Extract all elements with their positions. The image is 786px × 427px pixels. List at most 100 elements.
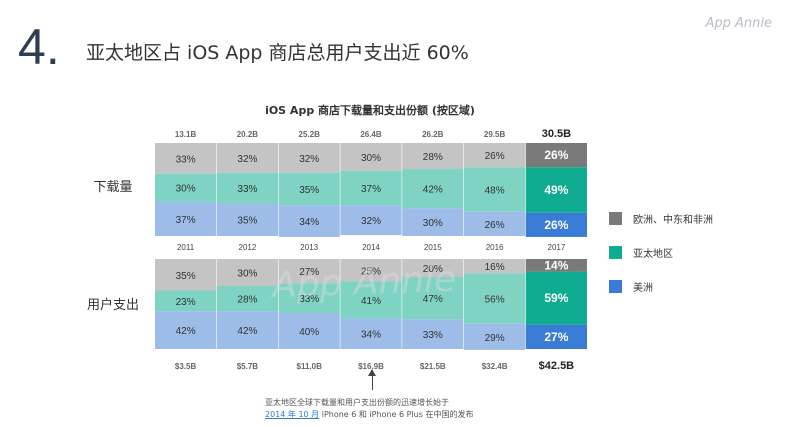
- data-label-spend-2011-americas: 42%: [176, 326, 196, 337]
- data-label-spend-2011-emea: 35%: [176, 271, 196, 282]
- data-label-spend-2016-americas: 29%: [485, 333, 505, 344]
- data-label-spend-2012-emea: 30%: [237, 269, 257, 280]
- row-label-spend: 用户支出: [86, 298, 139, 313]
- legend-item-americas: 美洲: [609, 278, 713, 294]
- data-label-downloads-2013-emea: 32%: [299, 154, 319, 165]
- year-label-2011: 2011: [177, 243, 195, 252]
- data-label-downloads-2012-emea: 32%: [237, 154, 257, 165]
- bar-downloads-2016-americas: [464, 211, 526, 236]
- data-label-spend-2017-americas: 27%: [544, 330, 568, 344]
- bar-spend-2012-americas: [216, 311, 278, 349]
- data-label-downloads-2012-apac: 33%: [237, 184, 257, 195]
- bar-downloads-2016-apac: [464, 167, 526, 212]
- bar-spend-2015-emea: [402, 259, 464, 277]
- bar-spend-2017-americas: [525, 324, 587, 349]
- total-label-downloads-2014: 26.4B: [360, 130, 382, 139]
- bar-downloads-2013-emea: [278, 143, 340, 173]
- year-label-2016: 2016: [486, 243, 504, 252]
- data-label-downloads-2013-apac: 35%: [299, 185, 319, 196]
- year-label-2014: 2014: [362, 243, 380, 252]
- data-label-downloads-2014-americas: 32%: [361, 216, 381, 227]
- data-label-spend-2017-emea: 14%: [544, 258, 568, 272]
- total-label-spend-2016: $32.4B: [482, 362, 508, 371]
- bar-downloads-2013-apac: [278, 172, 340, 206]
- total-label-spend-2012: $5.7B: [237, 362, 259, 371]
- bar-downloads-2015-apac: [402, 169, 464, 209]
- data-label-downloads-2017-apac: 49%: [544, 183, 568, 197]
- annotation-link[interactable]: 2014 年 10 月: [265, 410, 320, 419]
- data-label-downloads-2012-americas: 35%: [237, 216, 257, 227]
- bar-downloads-2011-emea: [155, 143, 217, 174]
- total-label-spend-2015: $21.5B: [420, 362, 446, 371]
- bar-spend-2011-emea: [155, 259, 217, 291]
- year-label-2012: 2012: [239, 243, 257, 252]
- annotation-line1: 亚太地区全球下载量和用户支出份额的迅速增长始于: [265, 398, 449, 407]
- bar-spend-2015-apac: [402, 277, 464, 320]
- bar-downloads-2012-americas: [216, 203, 278, 236]
- legend-label-apac: 亚太地区: [633, 248, 673, 260]
- year-label-2013: 2013: [300, 243, 318, 252]
- data-label-spend-2015-emea: 20%: [423, 264, 443, 275]
- legend-item-emea: 欧洲、中东和非洲: [609, 210, 713, 226]
- bar-downloads-2012-apac: [216, 172, 278, 204]
- data-label-spend-2013-emea: 27%: [299, 267, 319, 278]
- app-annie-logo: App Annie: [705, 16, 772, 31]
- data-label-downloads-2016-americas: 26%: [485, 220, 505, 231]
- data-label-downloads-2016-emea: 26%: [485, 151, 505, 162]
- total-label-downloads-2013: 25.2B: [299, 130, 321, 139]
- legend-label-emea: 欧洲、中东和非洲: [633, 214, 713, 226]
- total-label-spend-2011: $3.5B: [175, 362, 197, 371]
- data-label-spend-2011-apac: 23%: [176, 297, 196, 308]
- total-label-downloads-2012: 20.2B: [237, 130, 259, 139]
- legend: 欧洲、中东和非洲 亚太地区 美洲: [609, 210, 713, 312]
- bar-downloads-2017-emea: [525, 143, 587, 168]
- data-label-downloads-2015-apac: 42%: [423, 185, 443, 196]
- total-label-spend-2017: $42.5B: [539, 360, 575, 372]
- bar-spend-2014-americas: [340, 318, 402, 349]
- data-label-spend-2013-americas: 40%: [299, 327, 319, 338]
- bar-downloads-2016-emea: [464, 143, 526, 168]
- bar-downloads-2012-emea: [216, 143, 278, 173]
- bar-downloads-2017-americas: [525, 212, 587, 237]
- data-label-downloads-2013-americas: 34%: [299, 217, 319, 228]
- bar-downloads-2014-americas: [340, 205, 402, 236]
- legend-swatch-emea: [609, 211, 622, 225]
- data-label-spend-2016-emea: 16%: [485, 262, 505, 273]
- data-label-spend-2014-apac: 41%: [361, 296, 381, 307]
- data-label-downloads-2011-americas: 37%: [176, 215, 196, 226]
- row-label-downloads: 下载量: [93, 180, 133, 195]
- legend-label-americas: 美洲: [633, 282, 653, 294]
- total-label-spend-2014: $16.9B: [358, 362, 384, 371]
- bar-downloads-2015-emea: [402, 143, 464, 170]
- data-label-spend-2015-apac: 47%: [423, 294, 443, 305]
- bar-spend-2016-emea: [464, 259, 526, 274]
- bar-spend-2014-apac: [340, 281, 402, 319]
- total-label-downloads-2017: 30.5B: [542, 128, 571, 140]
- bar-spend-2011-apac: [155, 290, 217, 312]
- total-label-downloads-2015: 26.2B: [422, 130, 444, 139]
- data-label-spend-2017-apac: 59%: [544, 291, 568, 305]
- arrow-up-icon: [368, 369, 376, 376]
- data-label-downloads-2017-emea: 26%: [544, 148, 568, 162]
- bar-downloads-2013-americas: [278, 205, 340, 237]
- bar-spend-2013-apac: [278, 283, 340, 313]
- bar-spend-2014-emea: [340, 259, 402, 282]
- bar-downloads-2011-americas: [155, 201, 217, 236]
- bar-spend-2011-americas: [155, 311, 217, 349]
- bar-spend-2016-americas: [464, 323, 526, 350]
- slide-number: 4.: [18, 19, 60, 75]
- data-label-downloads-2017-americas: 26%: [544, 218, 568, 232]
- chart-title: iOS App 商店下载量和支出份额 (按区域): [265, 104, 475, 117]
- arrow-line: [372, 371, 373, 390]
- total-label-downloads-2011: 13.1B: [175, 130, 197, 139]
- bar-spend-2017-emea: [525, 259, 587, 272]
- data-label-downloads-2016-apac: 48%: [485, 186, 505, 197]
- total-label-spend-2013: $11.0B: [297, 362, 323, 371]
- legend-swatch-americas: [609, 279, 622, 293]
- data-label-downloads-2011-emea: 33%: [176, 154, 196, 165]
- bar-spend-2012-emea: [216, 259, 278, 286]
- year-label-2017: 2017: [548, 243, 566, 252]
- data-label-spend-2013-apac: 33%: [299, 294, 319, 305]
- bar-spend-2016-apac: [464, 273, 526, 324]
